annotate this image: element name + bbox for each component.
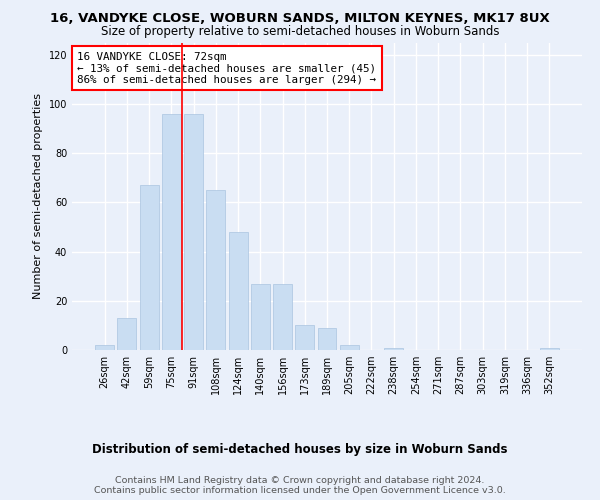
Bar: [206, 190, 225, 350]
Bar: [540, 348, 559, 350]
Y-axis label: Number of semi-detached properties: Number of semi-detached properties: [33, 93, 43, 299]
Bar: [340, 345, 359, 350]
Text: 16, VANDYKE CLOSE, WOBURN SANDS, MILTON KEYNES, MK17 8UX: 16, VANDYKE CLOSE, WOBURN SANDS, MILTON …: [50, 12, 550, 26]
Text: 16 VANDYKE CLOSE: 72sqm
← 13% of semi-detached houses are smaller (45)
86% of se: 16 VANDYKE CLOSE: 72sqm ← 13% of semi-de…: [77, 52, 376, 85]
Bar: [184, 114, 203, 350]
Bar: [295, 326, 314, 350]
Bar: [273, 284, 292, 350]
Bar: [251, 284, 270, 350]
Bar: [229, 232, 248, 350]
Bar: [384, 348, 403, 350]
Bar: [140, 185, 158, 350]
Bar: [118, 318, 136, 350]
Text: Size of property relative to semi-detached houses in Woburn Sands: Size of property relative to semi-detach…: [101, 25, 499, 38]
Text: Contains HM Land Registry data © Crown copyright and database right 2024.
Contai: Contains HM Land Registry data © Crown c…: [94, 476, 506, 495]
Text: Distribution of semi-detached houses by size in Woburn Sands: Distribution of semi-detached houses by …: [92, 442, 508, 456]
Bar: [162, 114, 181, 350]
Bar: [95, 345, 114, 350]
Bar: [317, 328, 337, 350]
